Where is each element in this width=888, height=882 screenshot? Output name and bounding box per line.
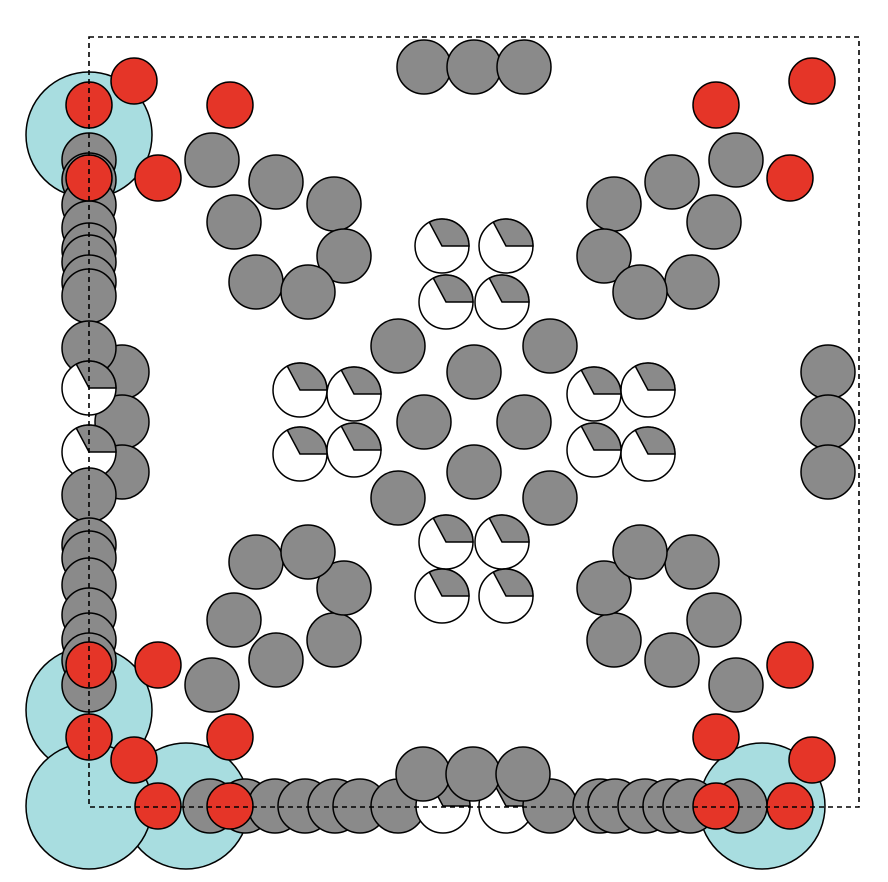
gray-disc [396,39,452,95]
gray-disc [206,194,262,250]
gray-disc [576,228,632,284]
pie-disc [474,514,530,570]
red-disc [692,713,740,761]
pie-disc [474,274,530,330]
pie-disc [326,366,382,422]
gray-disc [708,132,764,188]
pie-disc [272,426,328,482]
gray-disc [446,444,502,500]
gray-disc [446,39,502,95]
gray-disc [496,39,552,95]
gray-disc [664,254,720,310]
gray-disc [586,612,642,668]
gray-disc [228,254,284,310]
gray-disc [228,534,284,590]
gray-disc [316,560,372,616]
gray-disc [184,657,240,713]
red-disc [134,154,182,202]
gray-disc [576,560,632,616]
gray-disc [495,746,551,802]
gray-disc [184,132,240,188]
gray-disc [800,344,856,400]
red-disc [206,81,254,129]
gray-disc [586,176,642,232]
gray-disc [248,154,304,210]
red-disc [788,736,836,784]
red-disc [110,57,158,105]
gray-disc [306,176,362,232]
gray-disc [522,470,578,526]
gray-disc [522,318,578,374]
gray-disc [306,612,362,668]
pie-disc [326,422,382,478]
red-disc [692,81,740,129]
red-disc [134,641,182,689]
gray-disc [644,632,700,688]
pie-disc [478,218,534,274]
gray-disc [316,228,372,284]
red-disc [788,57,836,105]
gray-disc [370,470,426,526]
red-disc [134,782,182,830]
gray-disc [686,592,742,648]
gray-disc [612,264,668,320]
red-disc [110,736,158,784]
gray-disc [612,524,668,580]
gray-disc [206,592,262,648]
gray-disc [395,746,451,802]
dashed-boundary-frame [88,36,860,808]
gray-disc [445,746,501,802]
pie-disc [414,218,470,274]
gray-disc [248,632,304,688]
gray-disc [664,534,720,590]
red-disc [766,641,814,689]
red-disc [692,782,740,830]
pie-disc [272,362,328,418]
pie-disc [620,362,676,418]
gray-disc [396,394,452,450]
pie-disc [566,366,622,422]
pie-disc [418,514,474,570]
gray-disc [370,318,426,374]
gray-disc [708,657,764,713]
gray-disc [446,344,502,400]
pie-disc [566,422,622,478]
pie-disc [414,568,470,624]
gray-disc [686,194,742,250]
red-disc [206,713,254,761]
red-disc [206,782,254,830]
gray-disc [800,394,856,450]
pie-disc [418,274,474,330]
pie-disc [478,568,534,624]
gray-disc [280,264,336,320]
gray-disc [644,154,700,210]
gray-disc [280,524,336,580]
red-disc [766,154,814,202]
red-disc [766,782,814,830]
pie-disc [620,426,676,482]
gray-disc [800,444,856,500]
gray-disc [496,394,552,450]
